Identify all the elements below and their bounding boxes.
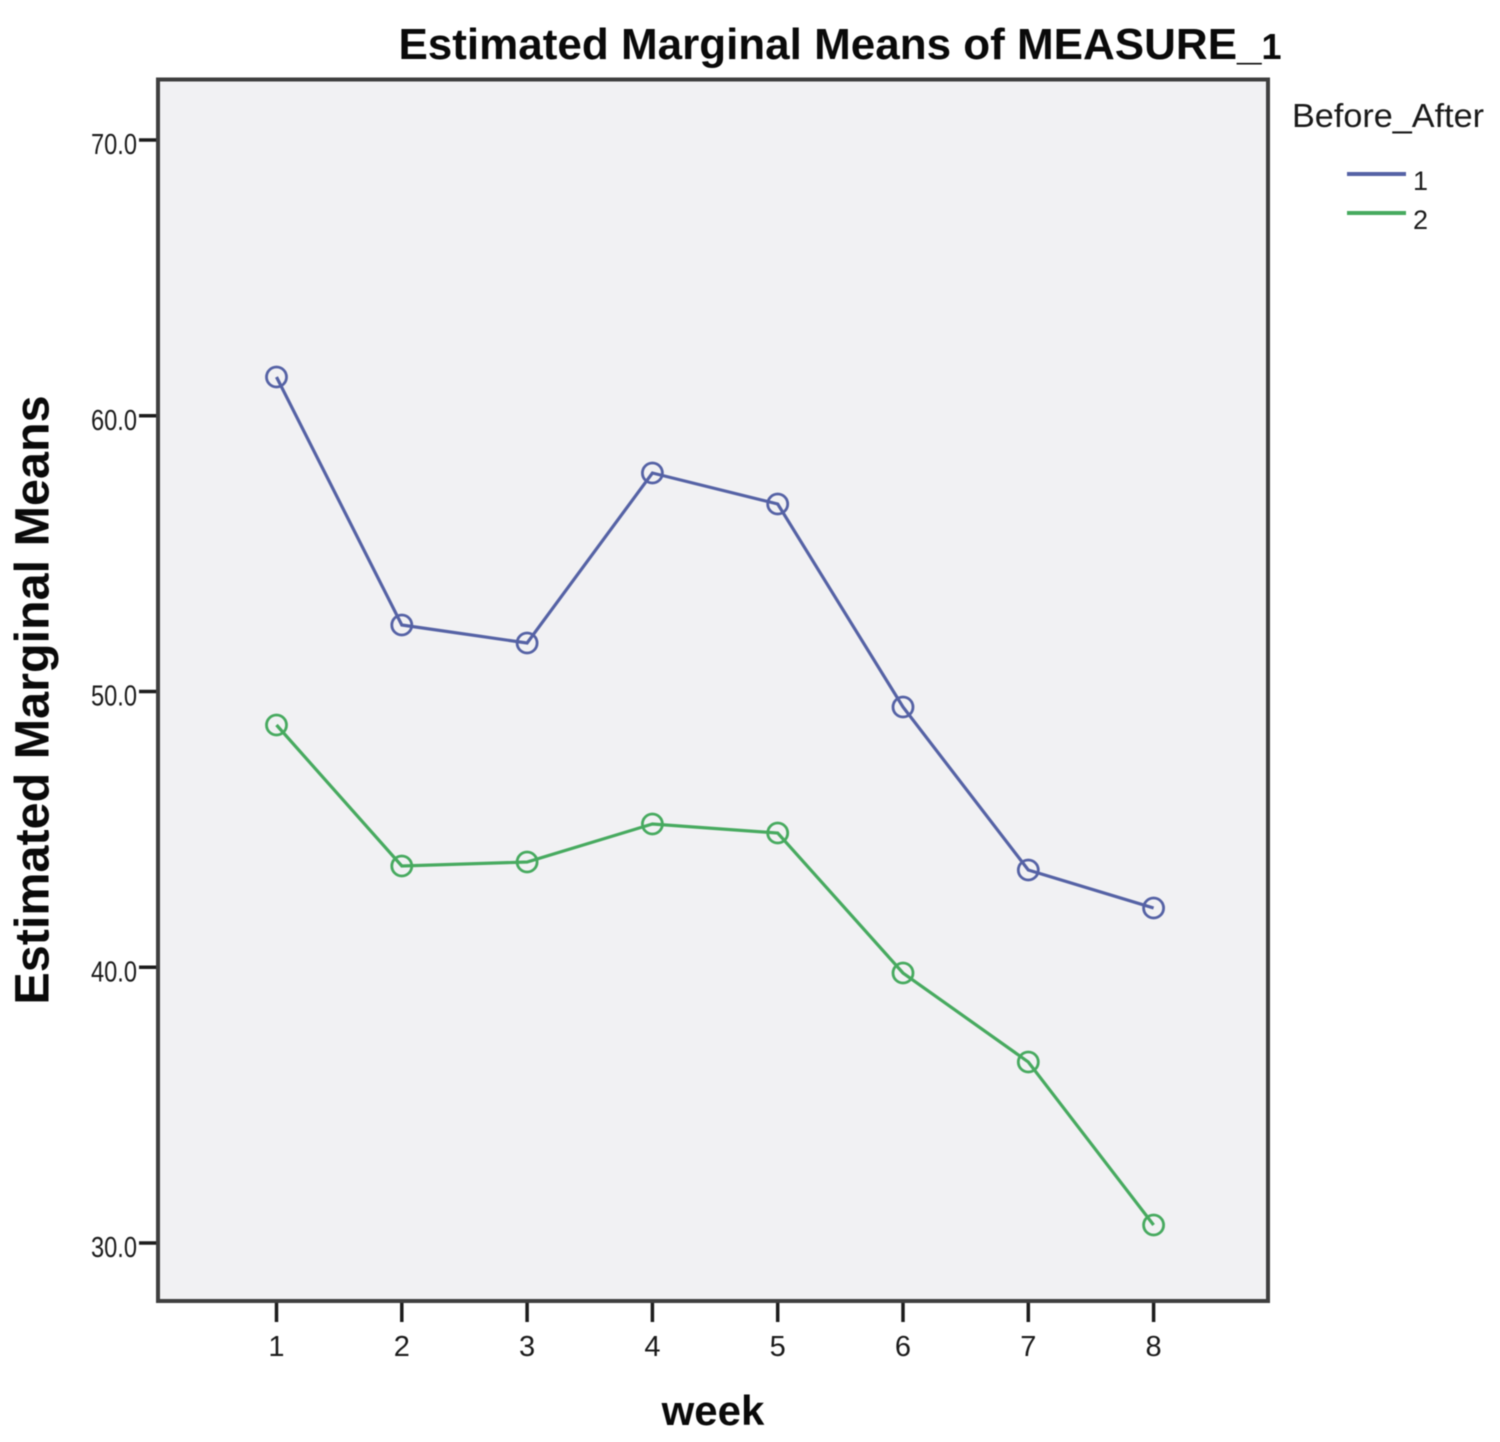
svg-text:Estimated Marginal Means of ME: Estimated Marginal Means of MEASURE_1 [398,20,1281,69]
svg-text:7: 7 [1020,1331,1036,1363]
svg-text:week: week [661,1387,765,1434]
svg-text:3: 3 [519,1331,535,1363]
svg-text:Estimated Marginal Means: Estimated Marginal Means [6,395,60,1004]
svg-text:2: 2 [394,1331,410,1363]
svg-text:50.0: 50.0 [91,681,137,713]
svg-text:30.0: 30.0 [91,1232,137,1264]
svg-text:Before_After: Before_After [1292,97,1484,134]
svg-text:1: 1 [268,1331,284,1363]
svg-text:6: 6 [895,1331,911,1363]
svg-text:40.0: 40.0 [91,956,137,988]
svg-text:1: 1 [1413,166,1428,196]
svg-text:70.0: 70.0 [91,129,137,161]
svg-text:5: 5 [770,1331,786,1363]
svg-text:60.0: 60.0 [91,405,137,437]
svg-text:8: 8 [1146,1331,1162,1363]
svg-text:2: 2 [1413,205,1428,235]
svg-text:4: 4 [644,1331,660,1363]
